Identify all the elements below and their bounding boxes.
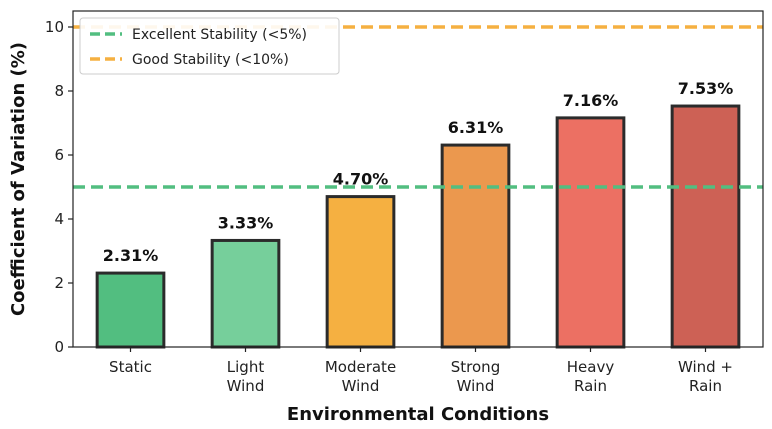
legend-label-0: Excellent Stability (<5%) bbox=[132, 27, 307, 43]
plot-frame bbox=[72, 10, 764, 348]
x-tick-label-4: Heavy Rain bbox=[567, 358, 615, 395]
y-axis: 0 2 4 6 8 10 bbox=[45, 18, 73, 356]
bar-2 bbox=[325, 195, 396, 349]
bars-group bbox=[95, 104, 741, 349]
bar-5 bbox=[670, 104, 741, 349]
y-tick-label-1: 2 bbox=[54, 274, 64, 292]
y-tick-label-0: 0 bbox=[54, 338, 64, 356]
x-tick-label-1: Light Wind bbox=[227, 358, 265, 395]
data-label-3: 6.31% bbox=[448, 118, 504, 137]
data-label-1: 3.33% bbox=[218, 213, 274, 232]
x-tick-label-2: Moderate Wind bbox=[325, 358, 396, 395]
data-labels-group: 2.31% 3.33% 4.70% 6.31% 7.16% 7.53% bbox=[103, 79, 734, 265]
data-label-2: 4.70% bbox=[333, 170, 389, 189]
x-tick-label-3: Strong Wind bbox=[451, 358, 500, 395]
y-axis-title: Coefficient of Variation (%) bbox=[8, 42, 29, 316]
data-label-4: 7.16% bbox=[563, 91, 619, 110]
x-tick-label-0: Static bbox=[109, 358, 152, 376]
bar-0 bbox=[95, 271, 166, 349]
x-tick-label-5: Wind + Rain bbox=[678, 358, 733, 395]
data-label-5: 7.53% bbox=[678, 79, 734, 98]
y-tick-label-4: 8 bbox=[54, 82, 64, 100]
data-label-0: 2.31% bbox=[103, 246, 159, 265]
x-axis-title: Environmental Conditions bbox=[287, 404, 549, 425]
bar-3 bbox=[440, 143, 511, 349]
y-tick-label-3: 6 bbox=[54, 146, 64, 164]
y-tick-label-5: 10 bbox=[45, 18, 64, 36]
legend-box bbox=[79, 17, 340, 75]
bar-1 bbox=[210, 238, 281, 349]
legend-label-1: Good Stability (<10%) bbox=[132, 52, 289, 68]
x-axis: Static Light Wind Moderate Wind Strong Wind Hea… bbox=[109, 347, 733, 395]
legend: Excellent Stability (<5%) Good Stability … bbox=[79, 17, 340, 75]
y-tick-label-2: 4 bbox=[54, 210, 64, 228]
bar-4 bbox=[555, 116, 626, 349]
